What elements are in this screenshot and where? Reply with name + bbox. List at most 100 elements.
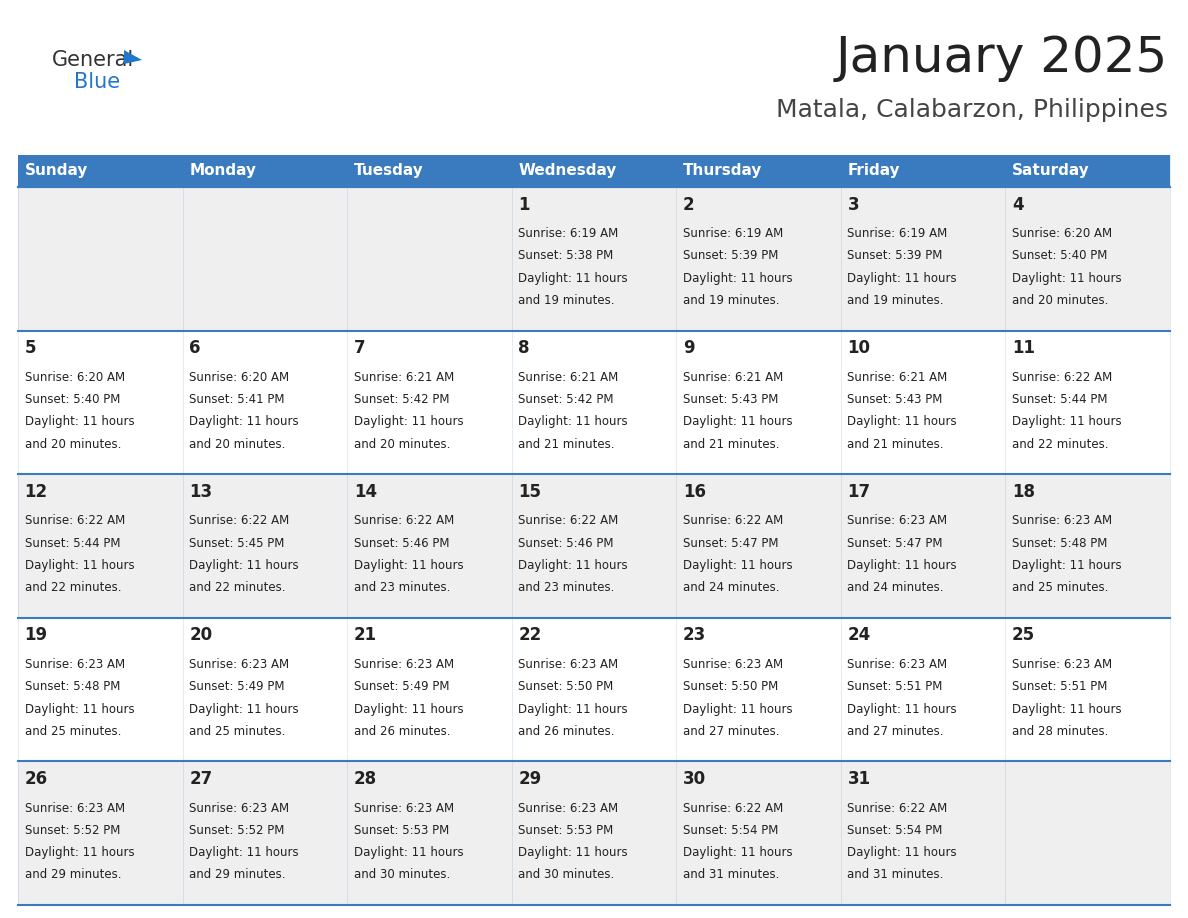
Text: Sunrise: 6:21 AM: Sunrise: 6:21 AM	[518, 371, 619, 384]
Text: 17: 17	[847, 483, 871, 501]
Text: and 26 minutes.: and 26 minutes.	[354, 725, 450, 738]
Text: Sunrise: 6:23 AM: Sunrise: 6:23 AM	[1012, 658, 1112, 671]
Text: 10: 10	[847, 340, 871, 357]
Bar	[512, 330, 676, 475]
Text: Daylight: 11 hours: Daylight: 11 hours	[518, 702, 628, 715]
Text: Daylight: 11 hours: Daylight: 11 hours	[518, 272, 628, 285]
Text: Sunset: 5:44 PM: Sunset: 5:44 PM	[1012, 393, 1107, 406]
Text: Sunrise: 6:19 AM: Sunrise: 6:19 AM	[683, 228, 783, 241]
Text: and 29 minutes.: and 29 minutes.	[189, 868, 285, 881]
Text: and 22 minutes.: and 22 minutes.	[1012, 438, 1108, 451]
Text: Sunset: 5:51 PM: Sunset: 5:51 PM	[1012, 680, 1107, 693]
Text: 8: 8	[518, 340, 530, 357]
Text: Sunrise: 6:23 AM: Sunrise: 6:23 AM	[25, 801, 125, 814]
Text: 11: 11	[1012, 340, 1035, 357]
Text: Sunrise: 6:22 AM: Sunrise: 6:22 AM	[683, 514, 783, 528]
Text: Daylight: 11 hours: Daylight: 11 hours	[1012, 415, 1121, 429]
Text: Daylight: 11 hours: Daylight: 11 hours	[354, 559, 463, 572]
Text: and 21 minutes.: and 21 minutes.	[518, 438, 615, 451]
Text: and 28 minutes.: and 28 minutes.	[1012, 725, 1108, 738]
Text: 25: 25	[1012, 626, 1035, 644]
Bar	[676, 155, 841, 187]
Text: and 31 minutes.: and 31 minutes.	[847, 868, 943, 881]
Text: and 24 minutes.: and 24 minutes.	[683, 581, 779, 594]
Text: Sunrise: 6:23 AM: Sunrise: 6:23 AM	[847, 658, 948, 671]
Text: Sunset: 5:40 PM: Sunset: 5:40 PM	[1012, 250, 1107, 263]
Bar	[347, 618, 512, 761]
Text: Sunrise: 6:23 AM: Sunrise: 6:23 AM	[847, 514, 948, 528]
Text: Sunset: 5:38 PM: Sunset: 5:38 PM	[518, 250, 613, 263]
Text: Sunset: 5:53 PM: Sunset: 5:53 PM	[518, 823, 613, 837]
Text: Sunrise: 6:19 AM: Sunrise: 6:19 AM	[518, 228, 619, 241]
Text: General: General	[52, 50, 134, 70]
Text: and 20 minutes.: and 20 minutes.	[189, 438, 285, 451]
Text: 30: 30	[683, 770, 706, 788]
Text: and 21 minutes.: and 21 minutes.	[847, 438, 944, 451]
Text: Sunrise: 6:23 AM: Sunrise: 6:23 AM	[354, 658, 454, 671]
Text: and 30 minutes.: and 30 minutes.	[354, 868, 450, 881]
Text: 13: 13	[189, 483, 213, 501]
Text: and 30 minutes.: and 30 minutes.	[518, 868, 614, 881]
Text: Sunrise: 6:21 AM: Sunrise: 6:21 AM	[683, 371, 783, 384]
Text: and 25 minutes.: and 25 minutes.	[1012, 581, 1108, 594]
Text: 3: 3	[847, 196, 859, 214]
Bar	[18, 187, 183, 330]
Text: 20: 20	[189, 626, 213, 644]
Text: 9: 9	[683, 340, 695, 357]
Bar	[841, 761, 1005, 905]
Text: Sunrise: 6:23 AM: Sunrise: 6:23 AM	[25, 658, 125, 671]
Text: Friday: Friday	[847, 163, 901, 178]
Text: 7: 7	[354, 340, 366, 357]
Text: Sunrise: 6:22 AM: Sunrise: 6:22 AM	[354, 514, 454, 528]
Text: Sunset: 5:44 PM: Sunset: 5:44 PM	[25, 537, 120, 550]
Bar	[18, 330, 183, 475]
Text: 26: 26	[25, 770, 48, 788]
Text: Sunset: 5:39 PM: Sunset: 5:39 PM	[847, 250, 943, 263]
Text: 5: 5	[25, 340, 36, 357]
Text: Daylight: 11 hours: Daylight: 11 hours	[354, 415, 463, 429]
Bar	[676, 330, 841, 475]
Text: Daylight: 11 hours: Daylight: 11 hours	[518, 415, 628, 429]
Text: Matala, Calabarzon, Philippines: Matala, Calabarzon, Philippines	[776, 98, 1168, 122]
Text: Sunset: 5:43 PM: Sunset: 5:43 PM	[683, 393, 778, 406]
Polygon shape	[124, 50, 143, 64]
Text: Sunset: 5:50 PM: Sunset: 5:50 PM	[683, 680, 778, 693]
Bar	[1005, 330, 1170, 475]
Text: Sunday: Sunday	[25, 163, 88, 178]
Text: Sunrise: 6:22 AM: Sunrise: 6:22 AM	[847, 801, 948, 814]
Text: Daylight: 11 hours: Daylight: 11 hours	[189, 559, 298, 572]
Bar	[841, 187, 1005, 330]
Bar	[18, 475, 183, 618]
Text: Sunset: 5:52 PM: Sunset: 5:52 PM	[189, 823, 285, 837]
Bar	[1005, 761, 1170, 905]
Text: Sunset: 5:47 PM: Sunset: 5:47 PM	[683, 537, 778, 550]
Text: 19: 19	[25, 626, 48, 644]
Text: 21: 21	[354, 626, 377, 644]
Bar	[841, 475, 1005, 618]
Bar	[18, 761, 183, 905]
Text: Sunset: 5:53 PM: Sunset: 5:53 PM	[354, 823, 449, 837]
Bar	[512, 475, 676, 618]
Bar	[183, 187, 347, 330]
Text: and 25 minutes.: and 25 minutes.	[189, 725, 285, 738]
Text: Sunrise: 6:20 AM: Sunrise: 6:20 AM	[1012, 228, 1112, 241]
Text: Daylight: 11 hours: Daylight: 11 hours	[518, 559, 628, 572]
Text: Sunset: 5:48 PM: Sunset: 5:48 PM	[25, 680, 120, 693]
Text: 16: 16	[683, 483, 706, 501]
Text: Sunset: 5:54 PM: Sunset: 5:54 PM	[847, 823, 943, 837]
Text: Thursday: Thursday	[683, 163, 763, 178]
Text: Daylight: 11 hours: Daylight: 11 hours	[847, 272, 958, 285]
Text: and 26 minutes.: and 26 minutes.	[518, 725, 615, 738]
Text: Daylight: 11 hours: Daylight: 11 hours	[189, 415, 298, 429]
Bar	[512, 187, 676, 330]
Text: Sunset: 5:49 PM: Sunset: 5:49 PM	[189, 680, 285, 693]
Text: Daylight: 11 hours: Daylight: 11 hours	[683, 415, 792, 429]
Text: and 27 minutes.: and 27 minutes.	[847, 725, 944, 738]
Text: Sunset: 5:40 PM: Sunset: 5:40 PM	[25, 393, 120, 406]
Text: Sunset: 5:47 PM: Sunset: 5:47 PM	[847, 537, 943, 550]
Text: 1: 1	[518, 196, 530, 214]
Bar	[1005, 475, 1170, 618]
Text: Sunrise: 6:23 AM: Sunrise: 6:23 AM	[518, 658, 619, 671]
Text: 27: 27	[189, 770, 213, 788]
Text: Sunset: 5:50 PM: Sunset: 5:50 PM	[518, 680, 613, 693]
